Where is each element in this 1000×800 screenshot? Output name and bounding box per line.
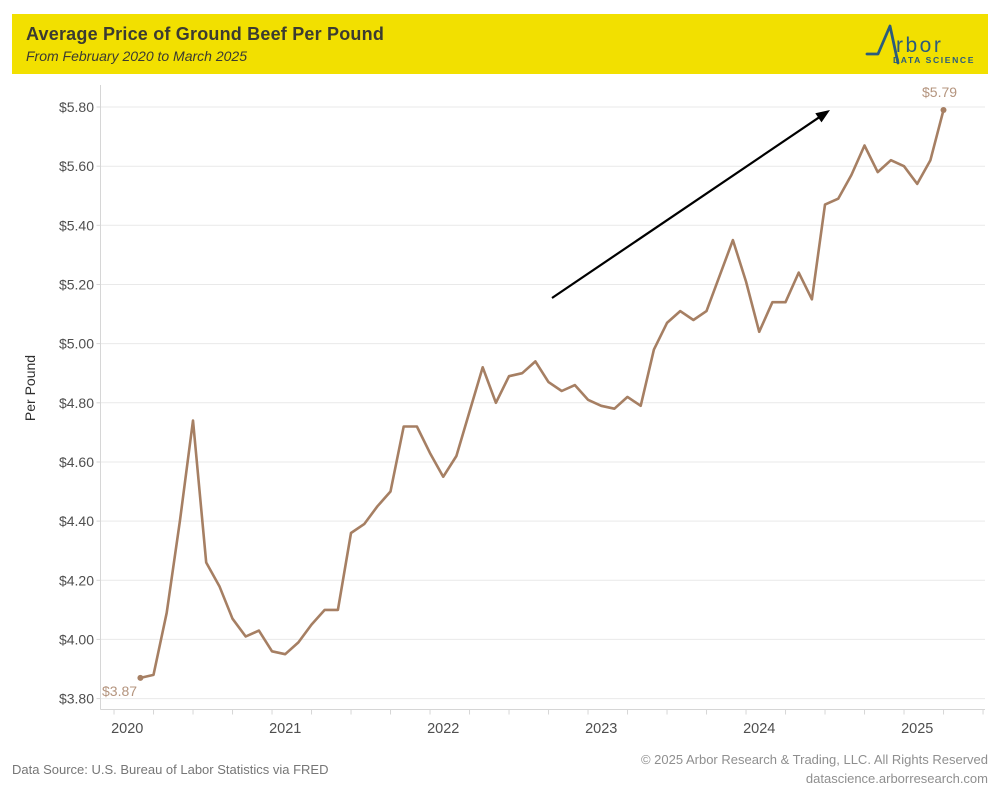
- chart-subtitle: From February 2020 to March 2025: [26, 48, 247, 64]
- logo-brand-text: rbor: [896, 34, 943, 57]
- y-tick-label: $5.60: [59, 158, 94, 174]
- y-tick-label: $4.40: [59, 513, 94, 529]
- x-tick-label: 2025: [901, 721, 933, 737]
- logo-peak-icon: [865, 24, 900, 65]
- arbor-logo: rbor DATA SCIENCE: [865, 24, 975, 65]
- header-banner: Average Price of Ground Beef Per Pound F…: [12, 14, 988, 74]
- logo-tagline-text: DATA SCIENCE: [893, 55, 975, 65]
- price-line: [139, 108, 945, 680]
- x-tick-label: 2020: [111, 721, 143, 737]
- chart-title: Average Price of Ground Beef Per Pound: [26, 24, 385, 44]
- y-tick-label: $5.20: [59, 277, 94, 293]
- x-tick-label: 2023: [585, 721, 617, 737]
- y-tick-label: $3.80: [59, 691, 94, 707]
- copyright-block: © 2025 Arbor Research & Trading, LLC. Al…: [641, 750, 988, 788]
- trend-arrow-line: [551, 113, 824, 299]
- y-axis-title: Per Pound: [22, 354, 38, 422]
- y-tick-label: $5.80: [59, 99, 94, 115]
- start-point: [137, 674, 144, 681]
- x-tick-label: 2024: [743, 721, 775, 737]
- start-value-label: $3.87: [102, 683, 138, 699]
- y-tick-label: $4.80: [59, 395, 94, 411]
- x-tick-label: 2022: [427, 721, 459, 737]
- x-tick-label: 2021: [269, 721, 301, 737]
- trend-arrow-head: [815, 110, 830, 123]
- website-text: datascience.arborresearch.com: [805, 771, 988, 786]
- copyright-line: © 2025 Arbor Research & Trading, LLC. Al…: [640, 752, 988, 767]
- y-tick-label: $5.40: [59, 217, 94, 233]
- end-point: [940, 107, 947, 113]
- end-value-label: $5.79: [922, 84, 958, 100]
- y-tick-label: $4.20: [59, 572, 94, 588]
- header-text-block: Average Price of Ground Beef Per Pound F…: [26, 24, 384, 64]
- y-tick-label: $4.00: [59, 631, 94, 647]
- y-tick-label: $4.60: [59, 454, 94, 470]
- data-source-note: Data Source: U.S. Bureau of Labor Statis…: [12, 762, 329, 777]
- y-tick-label: $5.00: [59, 336, 94, 352]
